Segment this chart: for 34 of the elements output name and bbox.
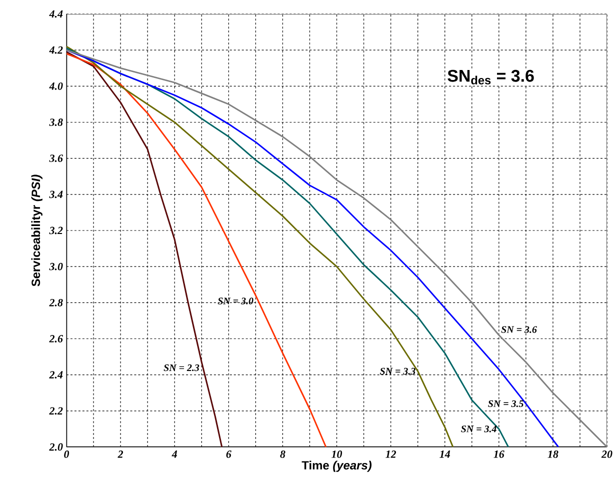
x-tick-label: 16 bbox=[494, 450, 504, 458]
x-axis-title: Time (years) bbox=[302, 460, 372, 472]
series-label: SN = 3.3 bbox=[380, 368, 416, 375]
line-series bbox=[66, 52, 327, 447]
y-tick-label: 2.2 bbox=[49, 407, 63, 415]
y-tick-label: 2.8 bbox=[49, 298, 63, 306]
x-tick-label: 20 bbox=[601, 450, 612, 458]
series-label: SN = 2.3 bbox=[164, 364, 200, 372]
y-tick-label: 4.2 bbox=[49, 46, 63, 54]
series-label: SN = 3.5 bbox=[488, 400, 524, 408]
y-tick-label: 3.8 bbox=[49, 118, 63, 126]
y-tick-label: 3.4 bbox=[49, 190, 63, 198]
y-tick-label: 3.6 bbox=[49, 154, 63, 162]
y-tick-label: 2.6 bbox=[49, 335, 63, 342]
x-tick-label: 0 bbox=[64, 450, 70, 458]
y-axis-title: Serviceabilityr (PSI) bbox=[31, 174, 42, 286]
x-tick-label: 10 bbox=[332, 450, 342, 458]
series-label: SN = 3.6 bbox=[501, 326, 537, 333]
series-label: SN = 3.0 bbox=[218, 298, 254, 304]
y-tick-label: 2.0 bbox=[49, 443, 63, 451]
x-tick-label: 14 bbox=[440, 450, 450, 458]
y-tick-label: 3.2 bbox=[49, 226, 63, 234]
x-tick-label: 2 bbox=[118, 450, 124, 458]
y-tick-label: 2.4 bbox=[49, 371, 63, 379]
x-tick-label: 8 bbox=[280, 450, 286, 458]
y-tick-label: 3.0 bbox=[49, 262, 63, 270]
x-tick-label: 4 bbox=[172, 450, 178, 458]
x-tick-label: 12 bbox=[386, 450, 396, 458]
series-label: SN = 3.4 bbox=[461, 426, 496, 432]
y-tick-label: 4.0 bbox=[49, 82, 63, 90]
x-tick-label: 6 bbox=[226, 450, 232, 458]
text: SN$_{des}$ = 3.6 bbox=[448, 70, 534, 84]
x-tick-label: 18 bbox=[548, 450, 558, 458]
y-tick-label: 4.4 bbox=[49, 10, 63, 18]
